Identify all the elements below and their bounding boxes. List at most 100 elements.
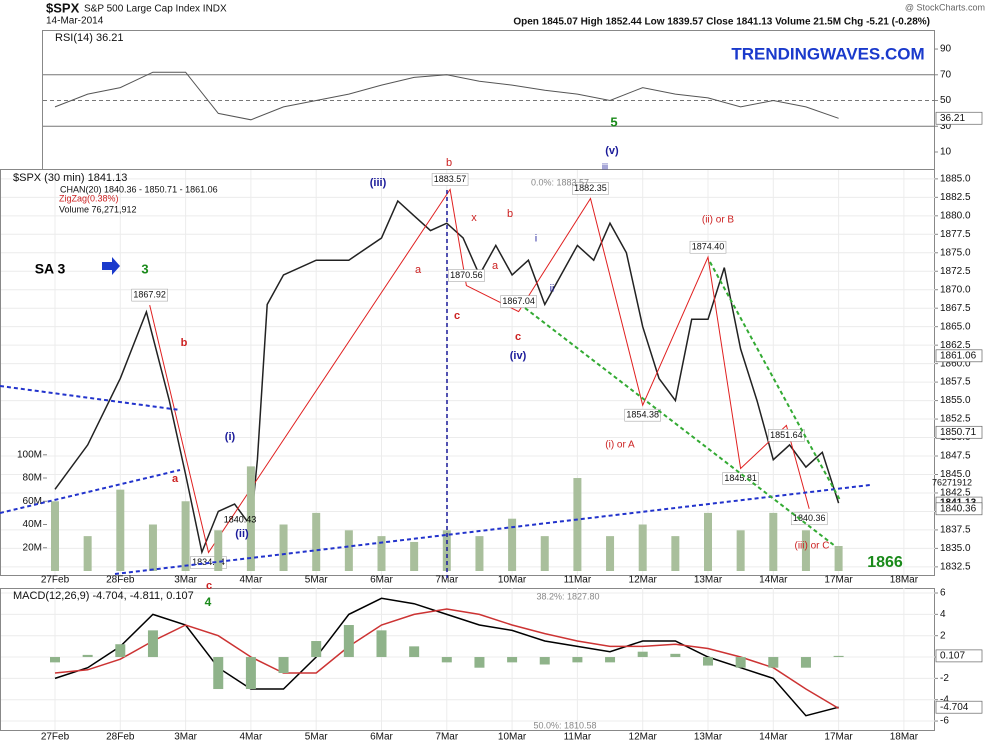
volume-bar bbox=[83, 536, 92, 571]
rsi-line bbox=[54, 71, 839, 121]
brand: TRENDINGWAVES.COM bbox=[731, 44, 924, 63]
annotation: 1866 bbox=[867, 554, 903, 571]
y-tick-label: 1865.0 bbox=[940, 321, 971, 332]
pivot-box bbox=[624, 408, 661, 422]
annotation: b bbox=[507, 208, 513, 220]
pivot-label: 1867.04 bbox=[502, 296, 535, 306]
y-tick-label: -6 bbox=[940, 716, 949, 727]
channel-legend: CHAN(20) 1840.36 - 1850.71 - 1861.06 bbox=[60, 184, 218, 194]
annotation: SA 3 bbox=[35, 261, 66, 277]
pivot: 1854.38 bbox=[624, 408, 661, 422]
y-tick-label: 1855.0 bbox=[940, 395, 971, 406]
y-tick-label: 50 bbox=[940, 95, 952, 106]
annotation: 1840.43 bbox=[224, 514, 257, 524]
y-tick-label: 1835.0 bbox=[940, 543, 971, 554]
histogram-bar bbox=[115, 644, 126, 658]
histogram-bar bbox=[147, 630, 158, 658]
y-tick-label: 1872.5 bbox=[940, 266, 971, 277]
source: @ StockCharts.com bbox=[905, 2, 985, 12]
x-tick-label: 10Mar bbox=[498, 575, 527, 586]
y-tick-label: 1847.5 bbox=[940, 451, 971, 462]
y-tick-label: 1842.5 bbox=[940, 488, 971, 499]
macd-frame bbox=[0, 588, 935, 731]
annotation: (iii) or C bbox=[795, 541, 830, 552]
annotation: ii bbox=[550, 284, 554, 295]
y-tick-label: 1857.5 bbox=[940, 377, 971, 388]
pivot: 1870.56 bbox=[448, 269, 485, 282]
annotation: (i) or A bbox=[605, 440, 635, 451]
pivot: 1874.40 bbox=[689, 240, 727, 254]
legend: Volume 76,271,912 bbox=[59, 204, 137, 214]
x-tick-label: 11Mar bbox=[564, 732, 592, 743]
pivot: 1883.57 bbox=[431, 173, 469, 186]
volume-bar bbox=[148, 524, 157, 571]
x-tick-label: 6Mar bbox=[370, 732, 393, 743]
pivot-box bbox=[689, 240, 727, 254]
x-tick-label: 3Mar bbox=[174, 575, 197, 586]
annotation: x bbox=[471, 212, 477, 224]
x-tick-label: 7Mar bbox=[435, 732, 458, 743]
x-tick-label: 28Feb bbox=[106, 732, 135, 743]
annotation: b bbox=[446, 157, 452, 169]
plot: 10 30 50 70 90 RSI(14) 36.21 36.21 1832.5 1835.0… bbox=[1, 32, 983, 743]
current-value: 1861.06 bbox=[940, 350, 977, 361]
annotation: c bbox=[454, 310, 460, 322]
legend: ZigZag(0.38%) bbox=[59, 193, 119, 203]
legend: $SPX (30 min) 1841.13 bbox=[13, 172, 127, 184]
histogram-bar bbox=[637, 651, 648, 658]
trend-lines bbox=[0, 190, 871, 578]
volume-bar bbox=[279, 524, 288, 571]
volume-bar bbox=[51, 501, 59, 571]
trend-line bbox=[524, 307, 836, 547]
pivot-label: 1834.44 bbox=[192, 557, 225, 567]
y-tick-label: 1845.0 bbox=[940, 469, 971, 480]
annotation: 3 bbox=[141, 261, 148, 276]
volume-bar bbox=[410, 541, 419, 571]
current-value: -4.704 bbox=[940, 702, 969, 713]
volume-bar bbox=[508, 518, 517, 571]
annotation: (iii) bbox=[370, 177, 387, 189]
y-tick-label: -2 bbox=[940, 673, 949, 684]
pivot-box bbox=[448, 269, 485, 282]
price-frame bbox=[0, 169, 935, 576]
pivot-box bbox=[790, 512, 828, 526]
trend-line bbox=[0, 469, 181, 514]
symbol: $SPX bbox=[46, 0, 80, 15]
y-tick-label: 1867.5 bbox=[940, 303, 971, 314]
y-tick-label: 1837.5 bbox=[940, 525, 971, 536]
y-tick-label: 1860.0 bbox=[940, 358, 971, 369]
histogram-bar bbox=[409, 646, 420, 658]
current-value: 36.21 bbox=[940, 113, 965, 124]
volume-last: 76271912 bbox=[932, 477, 972, 487]
arrow bbox=[102, 257, 120, 275]
pivot: 1840.36 bbox=[790, 512, 828, 526]
series-line bbox=[54, 608, 839, 710]
current-value: 0.107 bbox=[940, 651, 965, 662]
y-tick-label: 1852.5 bbox=[940, 414, 971, 425]
date: 14-Mar-2014 bbox=[46, 16, 104, 27]
legend: RSI(14) 36.21 bbox=[55, 32, 123, 44]
annotation: 0.0%: 1883.57 bbox=[531, 177, 589, 187]
volume-bar bbox=[834, 546, 843, 571]
histogram-bar bbox=[735, 657, 746, 668]
x-tick-label: 12Mar bbox=[629, 732, 658, 743]
pivot: 1867.92 bbox=[131, 288, 168, 302]
histogram-bar bbox=[474, 657, 485, 668]
x-tick-label: 28Feb bbox=[106, 575, 135, 586]
annotation: c bbox=[515, 331, 521, 343]
histogram-bar bbox=[539, 657, 550, 665]
histogram-bar bbox=[50, 657, 60, 663]
volume-bar bbox=[475, 536, 484, 571]
series-line bbox=[54, 199, 840, 555]
x-tick-label: 4Mar bbox=[240, 732, 263, 743]
x-tick-label: 13Mar bbox=[694, 575, 723, 586]
pivot: 1882.35 bbox=[572, 182, 609, 195]
pivot-label: 1854.38 bbox=[626, 410, 659, 420]
annotation: a bbox=[172, 473, 179, 485]
x-tick-label: 27Feb bbox=[41, 732, 70, 743]
volume-bar bbox=[638, 524, 647, 571]
y-tick-label: 1877.5 bbox=[940, 229, 971, 240]
y-tick-label: 1875.0 bbox=[940, 247, 971, 258]
x-tick-label: 4Mar bbox=[240, 575, 263, 586]
